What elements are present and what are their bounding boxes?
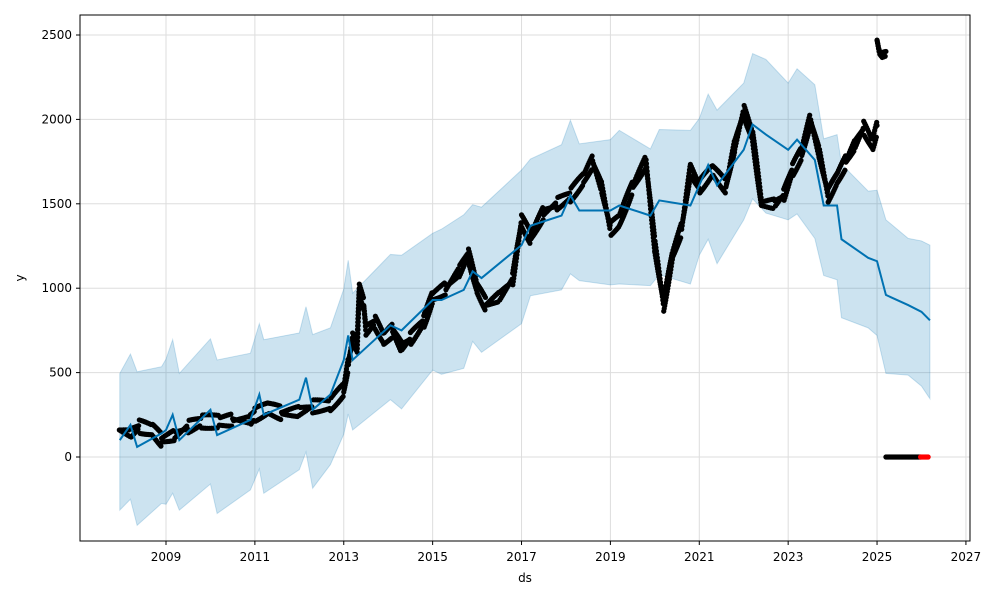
actual-point	[722, 190, 728, 196]
actual-point	[518, 220, 524, 227]
y-axis-label: y	[13, 274, 27, 281]
actual-point	[355, 319, 361, 325]
x-tick-label: 2021	[684, 550, 715, 564]
actual-point	[758, 195, 764, 201]
x-axis-label: ds	[518, 571, 532, 585]
y-tick-label: 1000	[41, 281, 72, 295]
x-tick-label: 2011	[240, 550, 271, 564]
y-tick-label: 500	[49, 366, 72, 380]
actual-point	[807, 112, 813, 118]
actual-point	[345, 370, 351, 376]
actual-point	[455, 266, 461, 272]
plot-frame	[79, 14, 971, 542]
actual-point	[482, 307, 488, 313]
actual-point	[136, 423, 142, 429]
actual-point	[651, 233, 658, 239]
actual-point	[355, 311, 362, 317]
future-point	[925, 454, 931, 460]
actual-point	[355, 323, 361, 329]
actual-point	[354, 342, 361, 348]
x-tick-label: 2009	[151, 550, 182, 564]
x-tick-label: 2017	[506, 550, 537, 564]
actual-point	[873, 134, 879, 140]
actual-point	[589, 153, 595, 159]
actual-point	[874, 122, 880, 129]
actual-point	[644, 164, 650, 170]
actual-point	[442, 292, 448, 298]
x-tick-label: 2015	[417, 550, 448, 564]
actual-point	[629, 192, 635, 198]
actual-point	[355, 315, 362, 321]
actual-point	[882, 53, 888, 59]
actual-point	[643, 160, 650, 167]
actual-point	[644, 168, 650, 174]
actual-point	[354, 338, 361, 344]
actual-point	[356, 307, 362, 313]
actual-point	[643, 157, 649, 163]
actual-point	[842, 167, 848, 173]
actual-point	[355, 327, 361, 333]
x-tick-label: 2023	[773, 550, 804, 564]
actual-point	[360, 295, 367, 301]
actual-point	[228, 411, 234, 417]
x-tick-label: 2019	[595, 550, 626, 564]
actual-point	[158, 443, 164, 449]
actual-point	[678, 235, 684, 241]
y-tick-label: 2000	[41, 112, 72, 126]
actual-point	[354, 345, 360, 352]
y-tick-label: 0	[64, 450, 72, 464]
x-tick-label: 2025	[862, 550, 893, 564]
actual-point	[527, 240, 533, 246]
x-tick-label: 2013	[328, 550, 359, 564]
y-tick-label: 1500	[41, 197, 72, 211]
actual-point	[644, 172, 651, 178]
actual-point	[482, 294, 489, 301]
y-tick-label: 2500	[41, 28, 72, 42]
actual-point	[798, 157, 804, 163]
actual-point	[340, 393, 346, 400]
actual-point	[278, 416, 284, 423]
actual-point	[355, 334, 361, 340]
x-tick-label: 2027	[951, 550, 982, 564]
actual-point	[883, 48, 889, 55]
forecast-line	[118, 122, 931, 449]
actual-point	[355, 330, 361, 337]
